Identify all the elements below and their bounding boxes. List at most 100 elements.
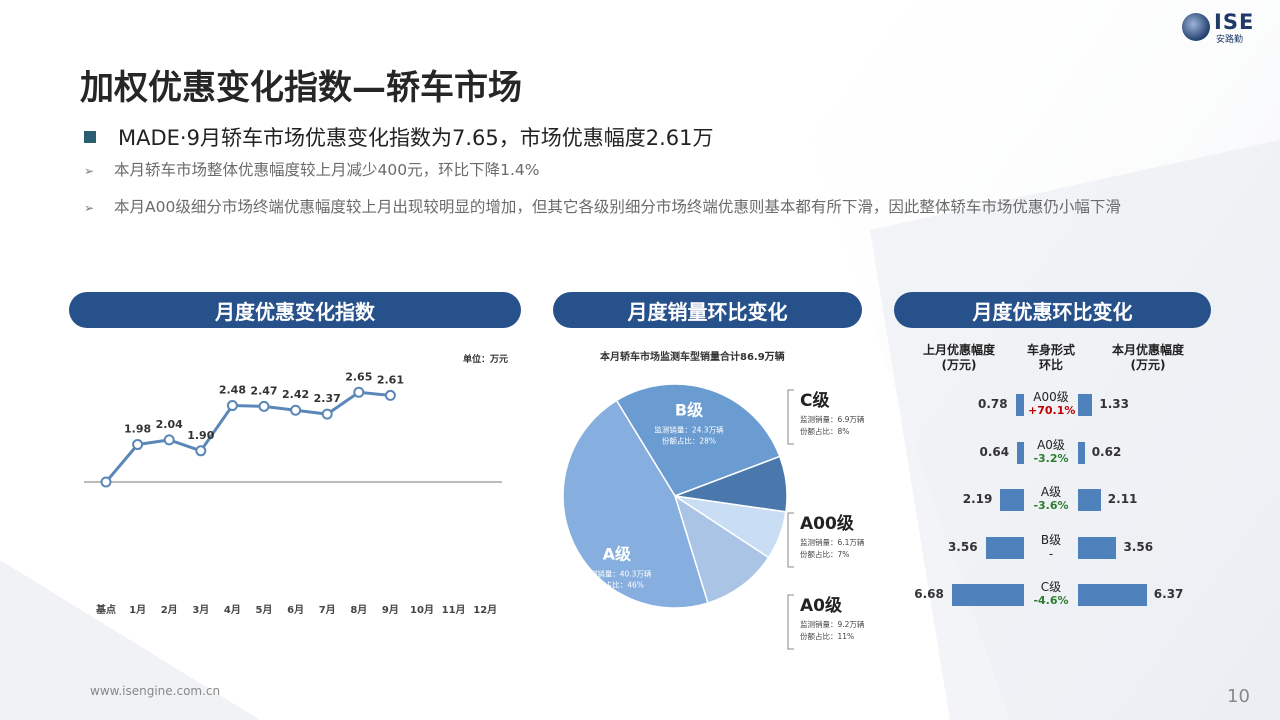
data-label: 2.48 xyxy=(219,384,246,397)
x-tick-label: 9月 xyxy=(382,604,399,616)
last-month-value: 6.68 xyxy=(914,587,944,601)
segment-name: A0级 xyxy=(1037,437,1065,452)
data-point xyxy=(258,400,270,412)
last-month-bar xyxy=(985,536,1024,559)
label-bracket xyxy=(787,512,794,568)
compare-header-last: 上月优惠幅度 (万元) xyxy=(914,343,1004,373)
current-month-bar xyxy=(1078,489,1101,511)
x-tick-label: 12月 xyxy=(473,604,497,616)
last-month-bar xyxy=(1015,394,1024,416)
data-point xyxy=(290,404,302,416)
last-month-value: 2.19 xyxy=(962,492,993,506)
data-label: 1.98 xyxy=(124,423,151,436)
pie-slice xyxy=(562,399,709,609)
x-tick-label: 5月 xyxy=(256,604,273,616)
left-panel-title: 月度优惠变化指数 xyxy=(69,292,521,328)
current-month-bar xyxy=(1078,441,1085,464)
last-month-value: 3.56 xyxy=(947,539,978,554)
label-bracket xyxy=(787,594,794,650)
data-label: 2.65 xyxy=(345,370,372,383)
pie-slice xyxy=(615,383,781,497)
arrow-bullet-icon: ➢ xyxy=(84,201,95,215)
data-point xyxy=(353,386,365,398)
slice-share-label: 份额占比：7% xyxy=(800,549,849,559)
x-tick-label: 基点 xyxy=(95,603,116,616)
main-bullet-text: MADE·9月轿车市场优惠变化指数为7.65，市场优惠幅度2.61万 xyxy=(118,126,714,150)
slice-sales-label: 监测销量：9.2万辆 xyxy=(800,619,865,629)
x-tick-label: 11月 xyxy=(442,604,466,616)
x-tick-label: 2月 xyxy=(161,604,178,616)
data-point xyxy=(132,439,144,451)
page-title: 加权优惠变化指数—轿车市场 xyxy=(80,68,522,108)
segment-name: B级 xyxy=(1040,532,1062,547)
last-month-value: 0.78 xyxy=(977,397,1008,411)
slice-sales-label: 监测销量：40.3万辆 xyxy=(582,568,652,578)
arrow-bullet-icon: ➢ xyxy=(84,164,95,178)
page-number: 10 xyxy=(1227,686,1250,707)
segment-change: -4.6% xyxy=(1033,594,1069,607)
slice-name-label: A0级 xyxy=(800,595,842,616)
data-label: 2.37 xyxy=(314,392,341,405)
slice-sales-label: 监测销量：6.1万辆 xyxy=(800,537,865,547)
compare-header-seg: 车身形式 环比 xyxy=(1018,343,1084,373)
x-tick-label: 8月 xyxy=(350,604,367,616)
x-tick-label: 3月 xyxy=(192,604,209,616)
slice-sales-label: 监测销量：6.9万辆 xyxy=(800,414,865,424)
segment-cell: C级 -4.6% xyxy=(1028,580,1074,608)
compare-header-cur: 本月优惠幅度 (万元) xyxy=(1098,343,1198,373)
data-label: 2.47 xyxy=(250,384,277,397)
segment-cell: A00级 +70.1% xyxy=(1028,390,1075,418)
data-point xyxy=(195,445,207,457)
segment-cell: B级 - xyxy=(1028,533,1074,561)
slice-name-label: A级 xyxy=(603,544,632,563)
last-month-bar xyxy=(1017,441,1024,464)
compare-row: 2.19 A级 -3.6% 2.11 xyxy=(900,485,1200,515)
x-tick-label: 4月 xyxy=(224,604,241,616)
data-point xyxy=(384,389,396,401)
sub-bullet-1: ➢ 本月轿车市场整体优惠幅度较上月减少400元，环比下降1.4% xyxy=(84,157,1214,184)
segment-cell: A级 -3.6% xyxy=(1028,485,1074,513)
slice-sales-label: 监测销量：24.3万辆 xyxy=(654,425,724,435)
label-bracket xyxy=(787,389,794,445)
compare-header-cur-text: 本月优惠幅度 (万元) xyxy=(1111,343,1184,372)
segment-change: -3.2% xyxy=(1033,451,1069,465)
data-point xyxy=(321,408,333,420)
current-month-value: 2.11 xyxy=(1107,492,1138,506)
compare-row: 6.68 C级 -4.6% 6.37 xyxy=(900,580,1200,610)
x-tick-label: 6月 xyxy=(287,604,304,616)
footer-url: www.isengine.com.cn xyxy=(90,684,221,698)
slice-share-label: 份额占比：11% xyxy=(800,631,854,641)
right-panel-title: 月度优惠环比变化 xyxy=(894,292,1211,328)
logo-subtext: 安路勤 xyxy=(1216,35,1244,45)
series-line xyxy=(104,390,391,483)
current-month-bar xyxy=(1078,584,1147,606)
current-month-value: 3.56 xyxy=(1123,539,1154,554)
data-point xyxy=(226,400,238,412)
segment-change: - xyxy=(1048,546,1054,561)
line-chart: 1.98 2.04 1.90 2.48 2.47 2.42 2.37 2.65 2.61 基点 1… xyxy=(84,370,502,616)
square-bullet-icon xyxy=(84,131,96,143)
sub-bullet-1-text: 本月轿车市场整体优惠幅度较上月减少400元，环比下降1.4% xyxy=(114,161,540,179)
compare-row: 3.56 B级 - 3.56 xyxy=(900,533,1200,563)
current-month-bar xyxy=(1078,536,1117,559)
data-label: 2.61 xyxy=(377,373,404,386)
last-month-bar xyxy=(1000,489,1024,511)
logo-text: ISE xyxy=(1214,10,1255,34)
pie-caption: 本月轿车市场监测车型销量合计86.9万辆 xyxy=(600,352,785,363)
segment-change: -3.6% xyxy=(1033,499,1069,512)
current-month-value: 1.33 xyxy=(1099,397,1129,411)
main-bullet: MADE·9月轿车市场优惠变化指数为7.65，市场优惠幅度2.61万 xyxy=(84,122,713,152)
sub-bullet-2-text: 本月A00级细分市场终端优惠幅度较上月出现较明显的增加，但其它各级别细分市场终端… xyxy=(114,198,1121,216)
segment-name: A级 xyxy=(1040,485,1062,499)
last-month-value: 0.64 xyxy=(979,444,1010,459)
mid-panel-title: 月度销量环比变化 xyxy=(553,292,862,328)
slice-name-label: B级 xyxy=(675,401,704,420)
pie-slice xyxy=(673,494,770,605)
segment-name: A00级 xyxy=(1033,390,1069,404)
data-point xyxy=(100,476,112,488)
current-month-value: 0.62 xyxy=(1091,444,1122,459)
current-month-bar xyxy=(1078,394,1093,416)
compare-row: 0.64 A0级 -3.2% 0.62 xyxy=(900,438,1200,468)
slice-name-label: C级 xyxy=(800,390,829,411)
logo-globe-icon xyxy=(1182,13,1210,41)
